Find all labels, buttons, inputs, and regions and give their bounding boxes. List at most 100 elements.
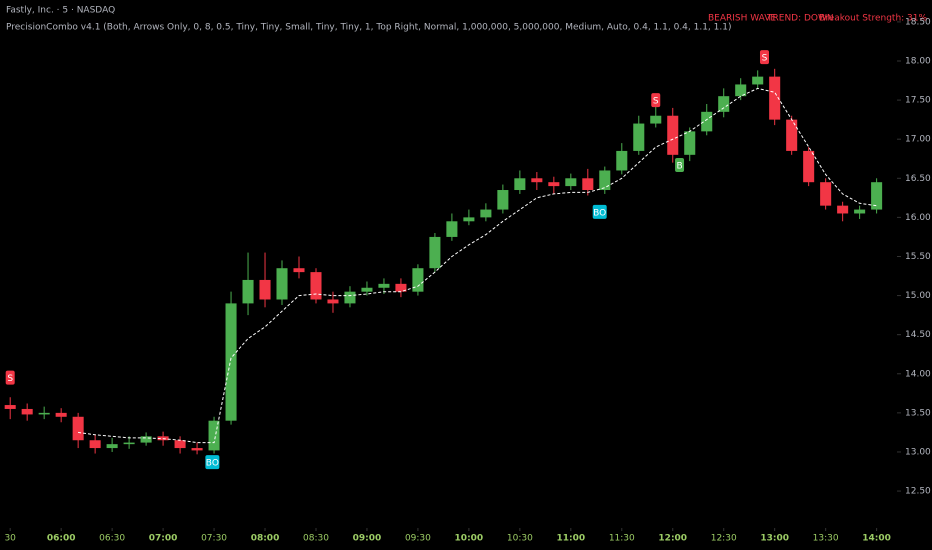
candle-body [497,190,509,210]
candle-body [871,182,883,210]
candle-body [259,279,271,300]
candle-body [327,299,339,304]
wave-status: BEARISH WAVE [708,14,776,24]
candle-body [4,405,16,409]
candle-body [310,272,322,300]
candle-body [412,268,424,292]
candle-body [803,150,815,183]
x-tick-label: 08:30 [303,534,329,544]
candle-body [446,221,458,237]
signal-badge [592,204,607,219]
signal-badge [5,370,15,385]
candle-body [633,123,645,151]
x-tick-label: 12:30 [711,534,737,544]
chart-title: Fastly, Inc. · 5 · NASDAQ [6,6,115,16]
breakout-strength: Breakout Strength: 31% [819,14,927,24]
x-tick-label: 14:00 [862,534,891,544]
candle-body [786,119,798,151]
signal-label: B [676,161,682,171]
x-tick-label: 10:00 [455,534,484,544]
candle-body [854,209,866,214]
candle-body [514,178,526,191]
y-tick-label: 13.50 [905,408,931,418]
candle-body [548,182,560,187]
candle-body [344,291,356,304]
signal-badge [759,50,769,65]
candle-body [684,131,696,155]
candle-body [21,408,33,415]
candle-body [208,420,220,451]
x-tick-label: 12:00 [658,534,687,544]
candle-body [38,412,50,415]
candle-body [89,440,101,449]
signal-label: S [7,374,13,384]
candle-body [174,440,186,449]
signal-badge [205,455,220,470]
y-tick-label: 18.50 [905,17,931,27]
candle-body [140,436,152,443]
x-tick-label: 06:00 [47,534,76,544]
candle-body [276,268,288,300]
y-tick-label: 16.50 [905,174,931,184]
candle-body [769,76,781,120]
candle-body [718,96,730,112]
candle-body [667,115,679,155]
candle-body [735,84,747,97]
candle-body [361,287,373,292]
candle-body [429,236,441,269]
x-tick-label: 11:30 [609,534,635,544]
y-tick-label: 16.00 [905,213,931,223]
y-tick-label: 15.00 [905,291,931,301]
candle-body [565,178,577,187]
x-tick-label: 30 [4,534,16,544]
signal-label: S [653,97,659,107]
candle-body [531,178,543,183]
y-tick-label: 15.50 [905,252,931,262]
candle-body [106,444,118,449]
x-tick-label: 07:00 [149,534,178,544]
signal-badge [675,157,685,172]
candle-body [293,268,305,273]
y-tick-label: 17.50 [905,96,931,106]
y-tick-label: 14.50 [905,330,931,340]
candle-body [820,182,832,206]
x-tick-label: 11:00 [556,534,585,544]
y-tick-label: 14.00 [905,369,931,379]
candle-body [395,283,407,292]
y-tick-label: 17.00 [905,135,931,145]
x-tick-label: 06:30 [99,534,125,544]
candle-body [599,170,611,191]
candle-body [463,217,475,222]
trend-status: TREND: DOWN [766,14,834,24]
candle-body [191,448,203,451]
candle-body [480,209,492,218]
moving-average [78,87,877,444]
candle-body [123,442,135,445]
candle-body [225,303,237,421]
y-tick-label: 12.50 [905,487,931,497]
signal-label: BO [206,459,219,469]
candle-body [752,76,764,85]
candle-body [837,205,849,214]
y-tick-label: 13.00 [905,447,931,457]
x-tick-label: 09:30 [405,534,431,544]
x-tick-label: 09:00 [353,534,382,544]
candle-body [55,412,67,417]
x-tick-label: 07:30 [201,534,227,544]
x-tick-label: 13:30 [813,534,839,544]
candle-body [378,283,390,288]
candle-body [616,150,628,171]
candle-body [72,416,84,441]
signal-label: S [762,54,768,64]
x-tick-label: 08:00 [251,534,280,544]
candle-body [242,279,254,304]
signal-label: BO [593,208,606,218]
x-tick-label: 13:00 [760,534,789,544]
candle-body [582,178,594,191]
signal-badge [651,93,661,108]
candle-body [650,115,662,124]
x-tick-label: 10:30 [507,534,533,544]
